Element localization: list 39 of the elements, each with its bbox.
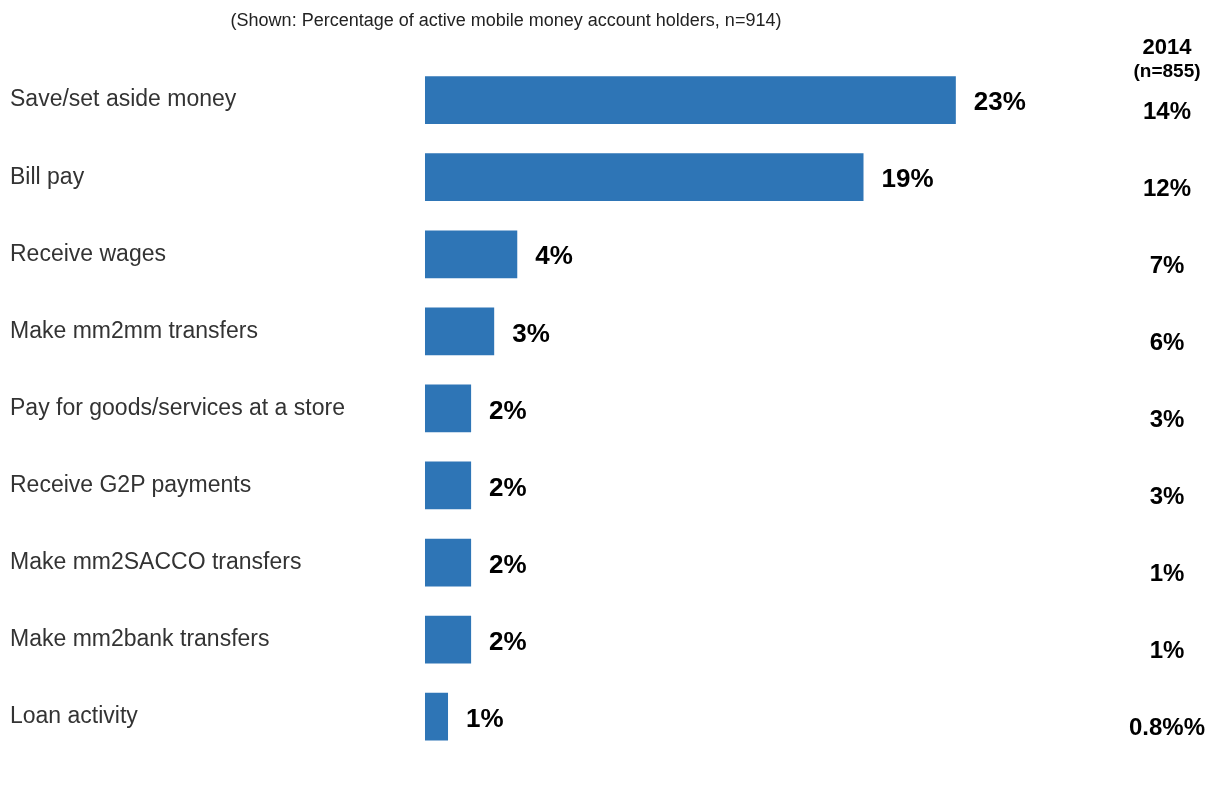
- y-tick-label: Make mm2bank transfers: [10, 624, 270, 651]
- data-label: 23%: [973, 86, 1026, 117]
- data-label: 3%: [512, 317, 550, 348]
- text: 3%: [1149, 482, 1185, 510]
- text: 1%: [1149, 636, 1185, 664]
- y-tick-label: Save/set aside money: [10, 85, 237, 112]
- text: 12%: [1142, 173, 1192, 201]
- text: 14%: [1142, 96, 1192, 124]
- y-tick-label: Bill pay: [10, 162, 85, 189]
- y-tick-label: Receive wages: [10, 239, 166, 266]
- data-label: 2%: [489, 471, 527, 502]
- y-tick-label: Loan activity: [10, 702, 139, 729]
- text: 6%: [1149, 327, 1185, 355]
- bar: [424, 307, 495, 356]
- y-tick-label: Pay for goods/services at a store: [10, 393, 345, 420]
- text: 7%: [1149, 250, 1185, 278]
- bar: [424, 76, 956, 125]
- bar: [424, 538, 472, 587]
- chart-subtitle: (Shown: Percentage of active mobile money account holders, n=914): [230, 9, 782, 30]
- data-label: 1%: [466, 702, 504, 733]
- y-tick-label: Make mm2SACCO transfers: [10, 547, 302, 574]
- text: 2014: [1142, 34, 1193, 60]
- data-label: 2%: [489, 394, 527, 425]
- data-label: 19%: [881, 163, 934, 194]
- bar: [424, 461, 472, 510]
- y-tick-label: Make mm2mm transfers: [10, 316, 258, 343]
- data-label: 4%: [535, 240, 573, 271]
- bar: [424, 230, 518, 279]
- bar: [424, 384, 472, 433]
- text: 0.8%%: [1128, 713, 1206, 741]
- text: (n=855): [1133, 60, 1201, 82]
- y-tick-label: Receive G2P payments: [10, 470, 252, 497]
- data-label: 2%: [489, 548, 527, 579]
- data-label: 2%: [489, 625, 527, 656]
- text: 3%: [1149, 405, 1185, 433]
- bar: [424, 153, 864, 202]
- text: 1%: [1149, 559, 1185, 587]
- bar: [424, 615, 472, 664]
- bar: [424, 692, 449, 741]
